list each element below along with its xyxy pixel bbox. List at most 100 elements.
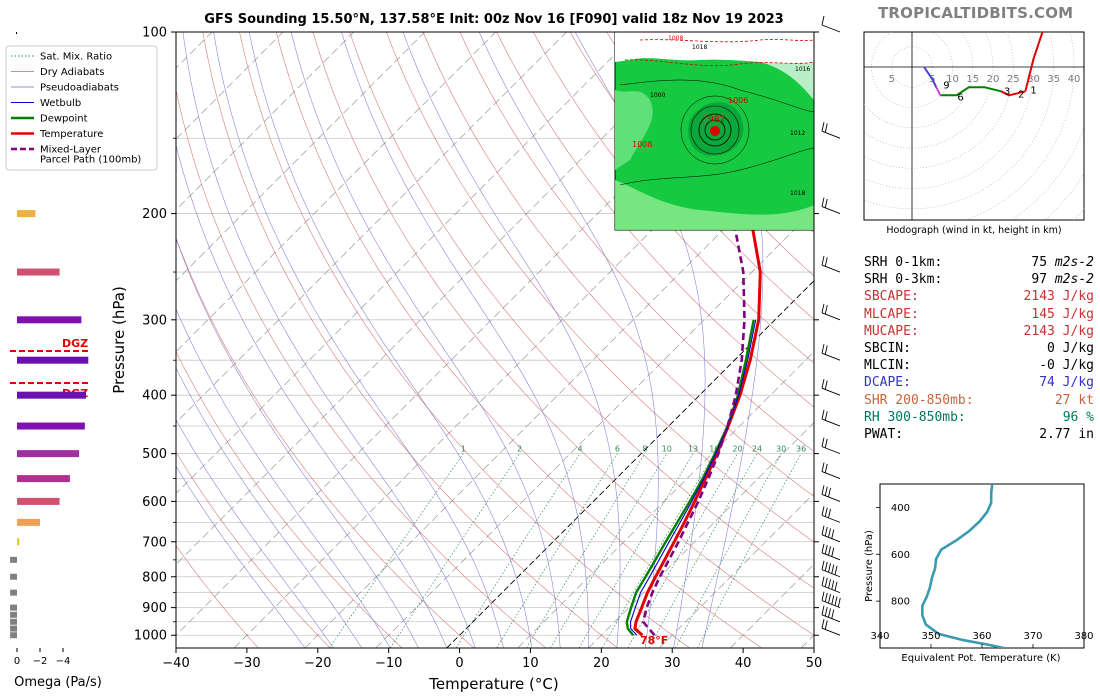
wind-barb-flag: [824, 380, 828, 390]
isotherm-line: [588, 422, 814, 648]
legend-label: Sat. Mix. Ratio: [40, 52, 112, 63]
mixing-ratio-line: [390, 453, 520, 648]
wind-barb-flag: [834, 596, 838, 606]
dry-adiabat-line: [176, 545, 259, 648]
pseudoadiabat-line: [176, 308, 391, 648]
wind-barb-staff: [821, 552, 841, 561]
y-tick-label: 400: [142, 389, 167, 404]
pseudoadiabat-line: [478, 32, 659, 648]
mixing-ratio-label: 8: [642, 445, 647, 454]
skewt-ylabel: Pressure (hPa): [110, 286, 128, 394]
wind-barb-flag: [828, 608, 831, 618]
omega-bar: [17, 450, 80, 458]
storm-pressure-label: 982: [708, 115, 725, 125]
omega-chart: 0 −2 −4: [10, 32, 89, 667]
dry-adiabat-line: [276, 32, 762, 648]
wind-barb-staff: [821, 387, 841, 396]
isobar-label: 1018: [692, 44, 707, 51]
index-value: 2143 J/kg: [1023, 323, 1094, 339]
wind-barb: [821, 543, 841, 561]
mixing-ratio-line: [648, 453, 758, 648]
mixing-ratio-line: [627, 453, 738, 648]
index-row: MLCAPE: 145 J/kg: [864, 306, 1094, 323]
omega-bar: [10, 604, 17, 611]
isobar-label: 1008: [632, 140, 652, 149]
isotherm-line: [176, 32, 426, 282]
omega-tick-label: −4: [56, 656, 71, 667]
wind-barb: [821, 576, 841, 594]
hodo-segment: [1000, 90, 1026, 97]
pseudoadiabat-line: [176, 237, 419, 648]
index-value-wrap: 2.77 in: [1039, 426, 1094, 443]
wind-barb-flag: [824, 507, 828, 517]
legend-label: Parcel Path (100mb): [40, 155, 141, 166]
wind-barb: [821, 379, 841, 396]
x-tick-label: −20: [304, 656, 331, 671]
wind-barb-flag: [824, 411, 828, 421]
hodo-ring-label: 10: [946, 74, 959, 85]
wind-barb-staff: [821, 514, 841, 523]
isotherm-line: [176, 32, 567, 424]
isobar-label: 1018: [790, 190, 805, 197]
index-value: 97: [1031, 272, 1048, 288]
dry-adiabat-line: [533, 32, 814, 364]
x-tick-label: 50: [806, 656, 823, 671]
mixing-ratio-line: [455, 453, 581, 648]
hodo-ring-label: 20: [987, 74, 1000, 85]
hodo-segment: [940, 86, 1002, 97]
index-value-wrap: -0 J/kg: [1039, 357, 1094, 374]
index-value: -0 J/kg: [1039, 358, 1094, 374]
y-tick-label: 200: [142, 207, 167, 222]
hodo-height-label: 3: [1004, 86, 1010, 97]
isotherm-line: [517, 351, 814, 648]
wind-barb-staff: [821, 614, 841, 623]
index-value: 96 %: [1062, 409, 1094, 425]
omega-bar: [10, 618, 17, 625]
omega-bar: [10, 556, 17, 563]
y-tick-label: 300: [142, 313, 167, 328]
wind-barb-flag: [824, 526, 828, 537]
wind-barb-staff: [821, 206, 841, 215]
pseudoadiabat-line: [248, 32, 533, 648]
index-label: SRH 0-1km:: [864, 255, 943, 270]
hodo-segment: [1024, 32, 1044, 92]
omega-bar: [17, 497, 60, 505]
dry-adiabat-line: [459, 32, 814, 452]
wind-barb: [821, 462, 841, 480]
hodo-ring-label: 40: [1068, 74, 1081, 85]
isotherm-line: [176, 32, 355, 211]
index-label: PWAT:: [864, 426, 904, 442]
wind-barb-flag: [821, 303, 825, 313]
index-row: DCAPE: 74 J/kg: [864, 374, 1094, 391]
series-temperature: [633, 32, 762, 637]
index-value-wrap: 97 m2s-2: [1031, 271, 1094, 288]
wind-barb: [821, 506, 841, 523]
index-unit: m2s-2: [1047, 272, 1094, 288]
dry-adiabat-line: [496, 32, 814, 408]
x-tick-label: 20: [593, 656, 610, 671]
isotherm-line: [176, 32, 284, 140]
dry-adiabat-line: [569, 32, 814, 320]
wind-barb-flag: [821, 379, 825, 389]
omega-bar: [17, 316, 82, 324]
hodo-segment: [935, 86, 942, 96]
omega-bar: [10, 573, 17, 580]
wind-barb: [821, 605, 841, 623]
isotherm-line: [176, 32, 709, 565]
x-tick-label: −10: [375, 656, 402, 671]
isotherm-line: [176, 32, 496, 353]
index-value-wrap: 0 J/kg: [1047, 340, 1094, 357]
index-label: SHR 200-850mb:: [864, 392, 974, 408]
omega-bar: [10, 589, 17, 596]
y-tick-label: 900: [142, 601, 167, 616]
omega-bar: [17, 475, 70, 483]
wind-barb-flag: [828, 594, 831, 604]
wind-barb-staff: [821, 493, 841, 502]
wind-barb-flag: [824, 257, 828, 267]
omega-bar: [17, 518, 40, 526]
skewt-xlabel: Temperature (°C): [428, 675, 558, 693]
wind-barb-flag: [824, 486, 828, 496]
wind-barb-flag: [821, 462, 825, 472]
omega-bar: [10, 611, 17, 618]
wind-barb-flag: [821, 409, 825, 420]
